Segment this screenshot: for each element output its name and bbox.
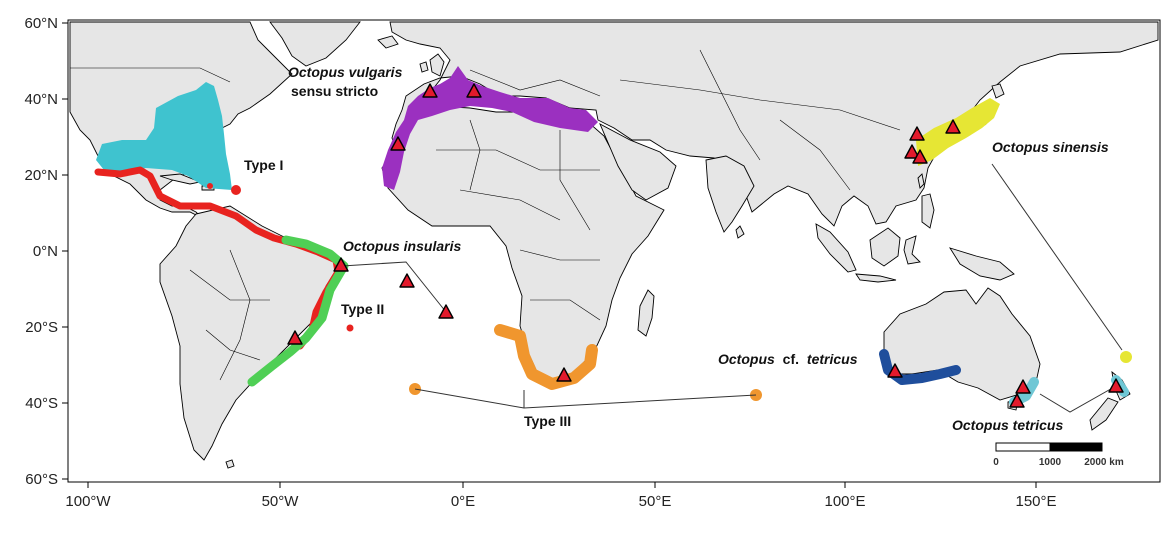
region-cf-tetricus xyxy=(879,349,961,385)
ireland xyxy=(419,61,429,73)
greenland xyxy=(269,21,361,67)
y-axis-labels: 60°N 40°N 20°N 0°N 20°S 40°S 60°S xyxy=(24,15,58,488)
x-axis-labels: 100°W 50°W 0°E 50°E 100°E 150°E xyxy=(65,493,1056,510)
label-type-i: Type I xyxy=(244,157,283,173)
scale-bar: 0 1000 2000 km xyxy=(993,442,1124,468)
y-tick-label: 0°N xyxy=(33,243,58,260)
borneo xyxy=(869,227,901,267)
sri-lanka xyxy=(735,225,745,239)
region-type-iii xyxy=(494,324,598,390)
y-tick-label: 20°N xyxy=(24,167,58,184)
philippines xyxy=(921,193,935,229)
connector-lines xyxy=(341,163,1123,413)
site-marker xyxy=(556,367,572,382)
y-axis xyxy=(62,22,68,480)
site-marker xyxy=(438,304,454,319)
x-tick-label: 100°E xyxy=(824,493,865,510)
y-tick-label: 20°S xyxy=(25,319,58,336)
label-cf-tetricus: Octopus cf. tetricus xyxy=(718,351,858,367)
label-type-iii: Type III xyxy=(524,413,571,429)
label-type-ii: Type II xyxy=(341,301,384,317)
site-marker xyxy=(1009,393,1025,408)
label-sinensis: Octopus sinensis xyxy=(992,139,1109,155)
country-borders xyxy=(70,49,901,381)
y-tick-label: 60°S xyxy=(25,471,58,488)
x-tick-label: 50°E xyxy=(639,493,672,510)
label-cf-tetricus-cf: cf. xyxy=(783,351,799,367)
australia xyxy=(883,287,1041,401)
site-marker xyxy=(909,126,925,141)
site-marker xyxy=(904,144,920,159)
site-marker xyxy=(287,330,303,345)
site-marker xyxy=(333,257,349,272)
region-type-ii xyxy=(247,235,349,387)
site-marker xyxy=(390,136,406,151)
cuba xyxy=(159,173,202,185)
sumatra xyxy=(815,223,857,273)
british-isles xyxy=(429,53,445,77)
new-guinea xyxy=(948,247,1015,281)
site-marker xyxy=(422,83,438,98)
label-cf-tetricus-species: tetricus xyxy=(807,351,858,367)
region-labels: Octopus vulgaris sensu stricto Type I Oc… xyxy=(244,64,1109,433)
taiwan xyxy=(917,173,925,189)
label-cf-tetricus-genus: Octopus xyxy=(718,351,775,367)
label-vulgaris-rest: sensu stricto xyxy=(291,83,378,99)
x-tick-label: 50°W xyxy=(262,493,300,510)
java xyxy=(855,273,897,283)
site-marker xyxy=(1108,378,1124,393)
sample-sites xyxy=(287,83,1124,408)
arabia xyxy=(599,123,677,201)
site-marker xyxy=(912,149,928,164)
scale-label-1000: 1000 xyxy=(1039,457,1062,468)
site-marker xyxy=(887,363,903,378)
x-axis xyxy=(87,482,1037,488)
x-tick-label: 150°E xyxy=(1015,493,1056,510)
label-insularis: Octopus insularis xyxy=(343,238,461,254)
india xyxy=(705,155,755,233)
new-zealand-south xyxy=(1089,397,1119,431)
site-marker xyxy=(1015,379,1031,394)
region-type-i xyxy=(96,82,232,190)
x-tick-label: 100°W xyxy=(65,493,111,510)
site-marker xyxy=(466,83,482,98)
madagascar xyxy=(637,289,655,337)
africa xyxy=(381,105,665,389)
label-vulgaris-italic: Octopus vulgaris xyxy=(288,64,403,80)
x-tick-label: 0°E xyxy=(451,493,475,510)
antarctic-islands xyxy=(225,459,235,469)
sulawesi xyxy=(903,235,921,265)
label-tetricus: Octopus tetricus xyxy=(952,417,1063,433)
site-marker xyxy=(399,273,415,288)
scale-label-2000: 2000 km xyxy=(1084,457,1124,468)
iceland xyxy=(377,35,399,49)
y-tick-label: 40°S xyxy=(25,395,58,412)
y-tick-label: 60°N xyxy=(24,15,58,32)
scale-label-0: 0 xyxy=(993,457,999,468)
hokkaido xyxy=(991,83,1005,99)
y-tick-label: 40°N xyxy=(24,91,58,108)
site-marker xyxy=(945,119,961,134)
